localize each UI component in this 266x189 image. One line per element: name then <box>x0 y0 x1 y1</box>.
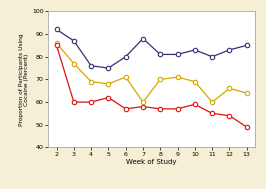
X-axis label: Week of Study: Week of Study <box>126 159 177 165</box>
Y-axis label: Proportion of Participants Using
Cocaine (Percent): Proportion of Participants Using Cocaine… <box>19 33 29 126</box>
